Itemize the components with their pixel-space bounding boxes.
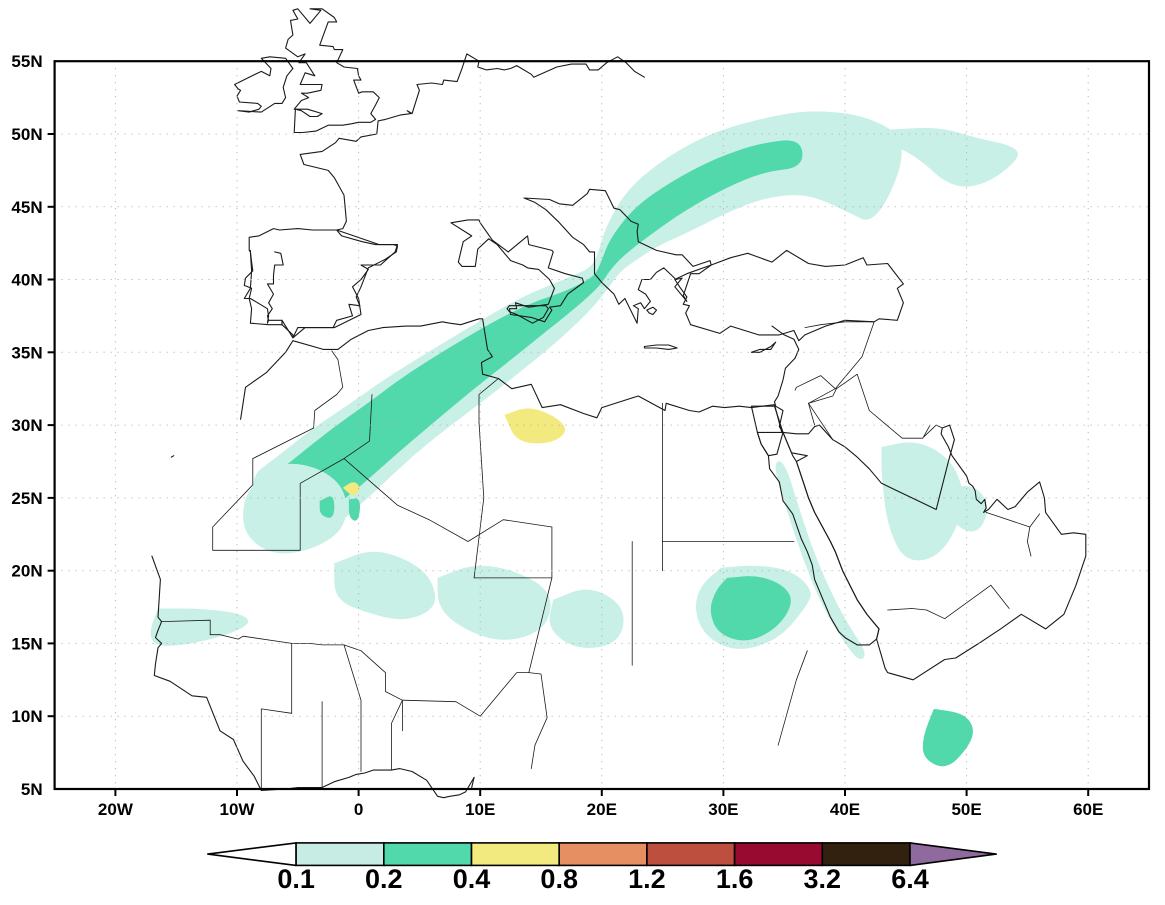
svg-text:5N: 5N <box>21 780 43 799</box>
svg-text:0.2: 0.2 <box>365 864 403 894</box>
svg-text:20W: 20W <box>98 800 134 819</box>
svg-text:40N: 40N <box>11 271 42 290</box>
svg-text:0.8: 0.8 <box>540 864 578 894</box>
svg-text:45N: 45N <box>11 198 42 217</box>
svg-text:35N: 35N <box>11 343 42 362</box>
svg-text:20E: 20E <box>587 800 617 819</box>
svg-text:0.1: 0.1 <box>277 864 315 894</box>
svg-text:50N: 50N <box>11 125 42 144</box>
svg-text:10W: 10W <box>220 800 256 819</box>
svg-text:60E: 60E <box>1073 800 1103 819</box>
svg-text:25N: 25N <box>11 489 42 508</box>
svg-text:3.2: 3.2 <box>804 864 842 894</box>
svg-text:30E: 30E <box>708 800 738 819</box>
svg-text:55N: 55N <box>11 52 42 71</box>
svg-text:40E: 40E <box>830 800 860 819</box>
svg-text:10E: 10E <box>465 800 495 819</box>
svg-text:30N: 30N <box>11 416 42 435</box>
svg-text:10N: 10N <box>11 707 42 726</box>
svg-text:20N: 20N <box>11 562 42 581</box>
svg-text:0: 0 <box>354 800 363 819</box>
svg-text:0.4: 0.4 <box>453 864 491 894</box>
svg-text:6.4: 6.4 <box>891 864 929 894</box>
svg-text:15N: 15N <box>11 634 42 653</box>
svg-text:50E: 50E <box>951 800 981 819</box>
svg-text:1.6: 1.6 <box>716 864 754 894</box>
svg-text:1.2: 1.2 <box>628 864 666 894</box>
